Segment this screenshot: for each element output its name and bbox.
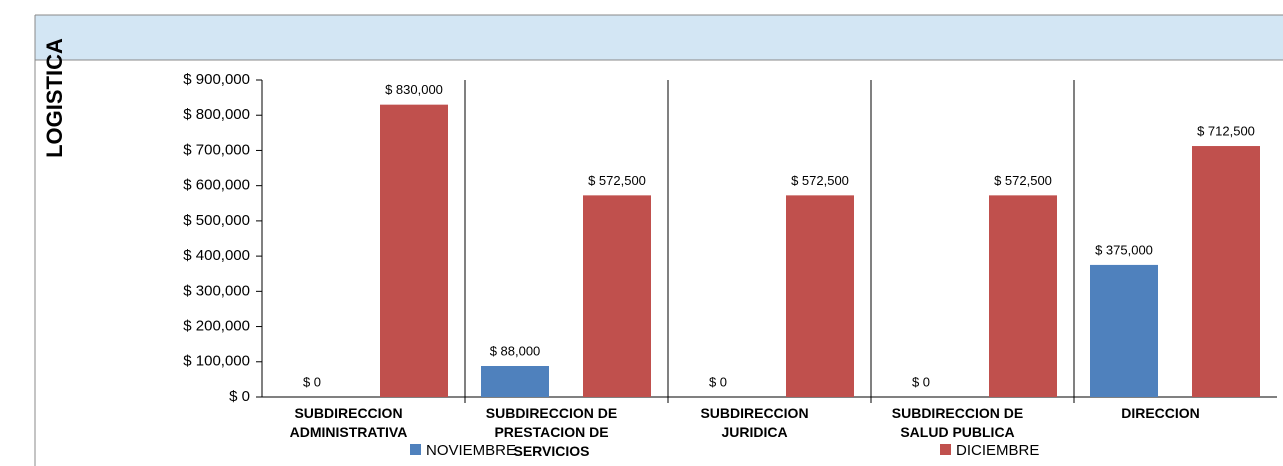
x-tick-label: SUBDIRECCION JURIDICA <box>700 405 809 440</box>
y-tick-label: $ 300,000 <box>183 282 250 299</box>
data-label: $ 0 <box>303 374 321 389</box>
x-tick-label: SUBDIRECCION DE SALUD PUBLICA <box>891 405 1024 440</box>
legend-label: DICIEMBRE <box>956 442 1039 459</box>
data-label: $ 0 <box>709 374 727 389</box>
bar <box>481 366 549 397</box>
y-tick-label: $ 500,000 <box>183 212 250 229</box>
y-tick-label: $ 100,000 <box>183 353 250 370</box>
data-label: $ 0 <box>912 374 930 389</box>
data-label: $ 375,000 <box>1095 242 1153 257</box>
data-label: $ 830,000 <box>385 82 443 97</box>
data-label: $ 712,500 <box>1197 123 1255 138</box>
x-tick-label: DIRECCION <box>1121 405 1200 421</box>
bar <box>583 195 651 397</box>
y-tick-label: $ 600,000 <box>183 177 250 194</box>
chart-title: LOGISTICA <box>42 38 67 158</box>
bar <box>786 195 854 397</box>
y-tick-label: $ 800,000 <box>183 106 250 123</box>
legend-swatch <box>410 444 421 455</box>
data-label: $ 572,500 <box>588 173 646 188</box>
y-tick-label: $ 900,000 <box>183 71 250 88</box>
header-band <box>35 15 1283 60</box>
x-tick-label: SUBDIRECCION DE PRESTACION DE SERVICIOS <box>485 405 618 459</box>
data-label: $ 88,000 <box>490 343 541 358</box>
bar <box>380 104 448 398</box>
bar <box>1090 264 1158 397</box>
y-tick-label: $ 700,000 <box>183 141 250 158</box>
data-label: $ 572,500 <box>791 173 849 188</box>
bar <box>1192 146 1260 397</box>
legend-label: NOVIEMBRE <box>426 442 516 459</box>
data-label: $ 572,500 <box>994 173 1052 188</box>
bar <box>989 195 1057 397</box>
y-tick-label: $ 0 <box>229 388 250 405</box>
y-tick-label: $ 400,000 <box>183 247 250 264</box>
x-tick-label: SUBDIRECCION ADMINISTRATIVA <box>289 405 408 440</box>
y-tick-label: $ 200,000 <box>183 318 250 335</box>
legend-swatch <box>940 444 951 455</box>
